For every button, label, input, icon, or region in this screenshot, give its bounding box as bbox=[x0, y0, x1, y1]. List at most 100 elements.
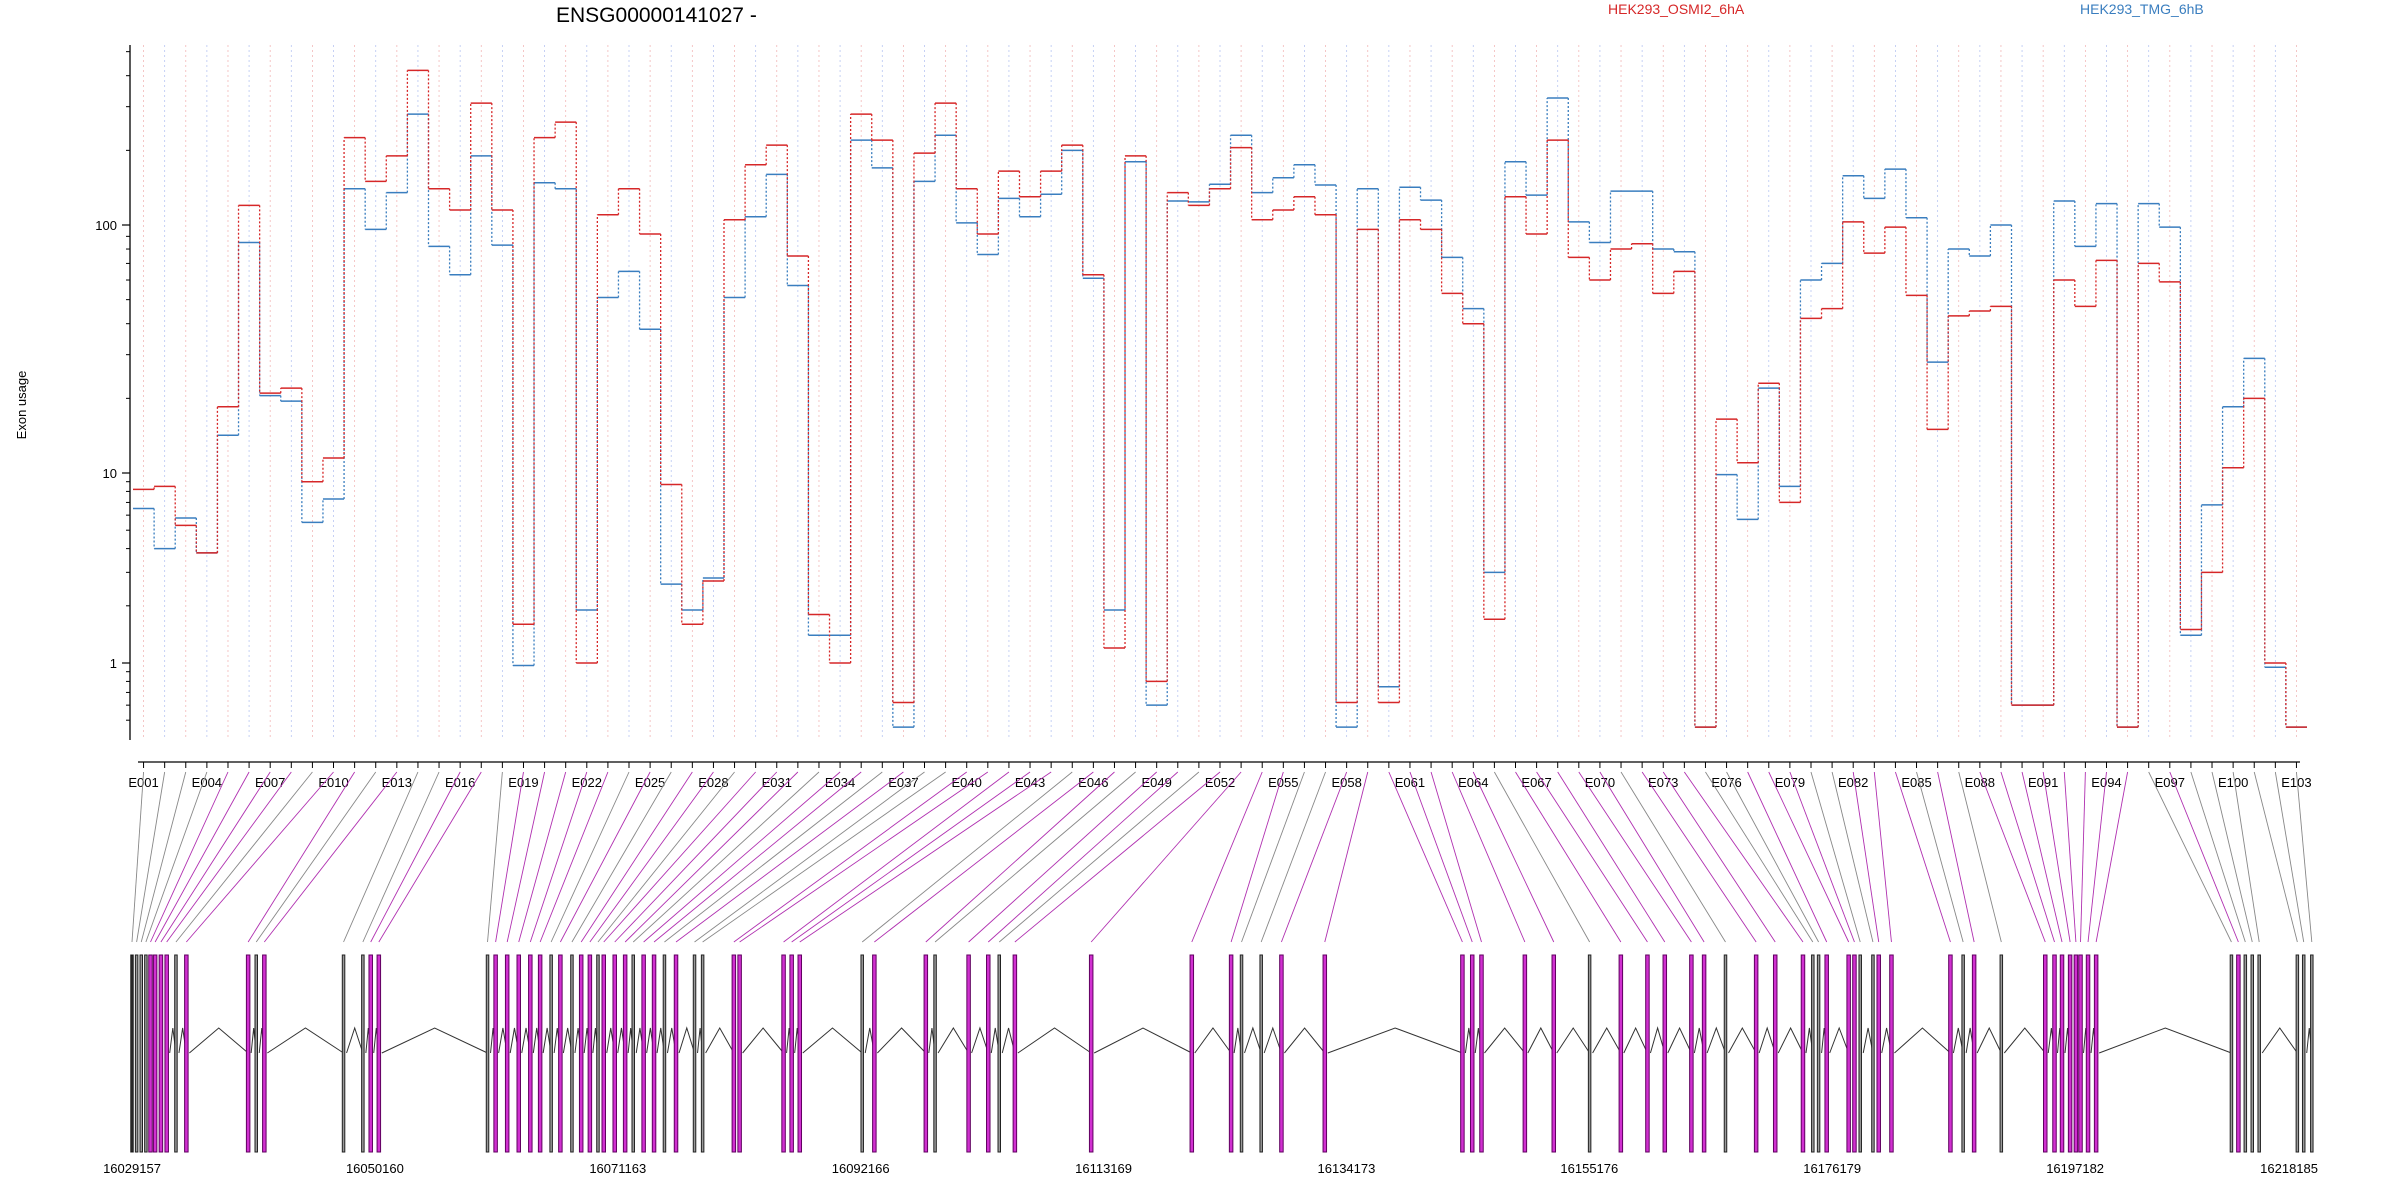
intron-line bbox=[1194, 1027, 1232, 1054]
intron-line bbox=[1623, 1026, 1648, 1054]
exon-box-e002 bbox=[134, 954, 139, 1153]
exon-box-e091 bbox=[2067, 954, 2073, 1153]
connector-e079 bbox=[1789, 771, 1855, 943]
exon-tick-label: E022 bbox=[572, 775, 602, 790]
intron-line bbox=[705, 1026, 735, 1054]
exon-tick-label: E070 bbox=[1585, 775, 1615, 790]
intron-line bbox=[1284, 1027, 1326, 1054]
exon-box-e083 bbox=[1889, 954, 1894, 1153]
exon-box-e085 bbox=[1961, 954, 1965, 1153]
connector-e034 bbox=[643, 771, 841, 943]
connector-e055 bbox=[1230, 771, 1284, 943]
intron-line bbox=[1327, 1027, 1463, 1054]
exon-box-e005 bbox=[148, 954, 153, 1153]
connector-e091 bbox=[2042, 771, 2071, 943]
exon-box-e078 bbox=[1846, 954, 1851, 1153]
exon-box-e008 bbox=[164, 954, 169, 1153]
exon-box-e037 bbox=[673, 954, 679, 1153]
exon-box-e007 bbox=[158, 954, 164, 1153]
exon-box-e050 bbox=[986, 954, 991, 1153]
exon-box-e089 bbox=[2052, 954, 2057, 1153]
exon-tick-label: E052 bbox=[1205, 775, 1235, 790]
intron-line bbox=[678, 1026, 696, 1054]
connector-e026 bbox=[571, 771, 672, 943]
intron-line bbox=[1556, 1027, 1591, 1054]
exon-box-e006 bbox=[152, 954, 158, 1153]
exon-box-e087 bbox=[1999, 954, 2004, 1153]
y-tick-label: 1 bbox=[110, 656, 117, 671]
connector-e018 bbox=[487, 771, 503, 943]
series-tmg bbox=[133, 97, 2307, 728]
exon-box-e067 bbox=[1645, 954, 1650, 1153]
exon-box-e056 bbox=[1239, 954, 1244, 1153]
intron-line bbox=[1244, 1026, 1262, 1054]
exon-box-e092 bbox=[2073, 954, 2079, 1153]
exon-box-e093 bbox=[2078, 954, 2083, 1153]
connector-e014 bbox=[343, 771, 419, 943]
exon-tick-label: E088 bbox=[1965, 775, 1995, 790]
connector-e027 bbox=[580, 771, 693, 943]
exon-box-e081 bbox=[1871, 954, 1875, 1153]
exon-box-e015 bbox=[361, 954, 365, 1153]
connector-e080 bbox=[1810, 771, 1861, 943]
exon-box-e063 bbox=[1522, 954, 1528, 1153]
exon-box-e009 bbox=[174, 954, 178, 1153]
exon-box-e049 bbox=[966, 954, 971, 1153]
exon-box-e066 bbox=[1618, 954, 1624, 1153]
connector-e050 bbox=[987, 771, 1179, 943]
connector-e059 bbox=[1324, 771, 1369, 943]
connector-e023 bbox=[539, 771, 609, 943]
exon-box-e043 bbox=[789, 954, 794, 1153]
exon-box-e059 bbox=[1322, 954, 1328, 1153]
exon-box-e016 bbox=[368, 954, 373, 1153]
exon-box-e090 bbox=[2059, 954, 2065, 1153]
exon-box-e039 bbox=[700, 954, 705, 1153]
connector-e019 bbox=[495, 771, 524, 943]
exon-tick-label: E001 bbox=[128, 775, 158, 790]
exon-box-e022 bbox=[528, 954, 533, 1153]
intron-line bbox=[1527, 1026, 1555, 1054]
exon-box-e018 bbox=[485, 954, 490, 1153]
connector-e101 bbox=[2253, 771, 2298, 943]
connector-e051 bbox=[998, 771, 1200, 943]
connector-e082 bbox=[1852, 771, 1880, 943]
exon-connectors bbox=[131, 771, 2313, 943]
connector-e070 bbox=[1599, 771, 1705, 943]
exon-axis: E001 E004 E007 E010 E013 E016 E019 E022 E025 E028… bbox=[128, 761, 2312, 790]
y-tick-label: 10 bbox=[103, 466, 117, 481]
connector-e010 bbox=[186, 771, 334, 943]
genomic-coord-label: 16029157 bbox=[103, 1161, 161, 1176]
exon-box-e084 bbox=[1948, 954, 1953, 1153]
exon-box-e074 bbox=[1800, 954, 1806, 1153]
intron-line bbox=[1894, 1027, 1951, 1054]
exon-tick-label: E034 bbox=[825, 775, 855, 790]
exon-box-e045 bbox=[860, 954, 864, 1153]
connector-e048 bbox=[934, 771, 1136, 943]
exon-tick-label: E082 bbox=[1838, 775, 1868, 790]
exon-box-e095 bbox=[2093, 954, 2099, 1153]
connector-e044 bbox=[799, 771, 1052, 943]
intron-line bbox=[189, 1027, 249, 1054]
exon-box-e021 bbox=[516, 954, 521, 1153]
exon-tick-label: E067 bbox=[1521, 775, 1551, 790]
connector-e086 bbox=[1937, 771, 1975, 943]
connector-e040 bbox=[733, 771, 967, 943]
connector-e098 bbox=[2190, 771, 2246, 943]
exon-tick-label: E025 bbox=[635, 775, 665, 790]
connector-e052 bbox=[1014, 771, 1221, 943]
exon-box-e004 bbox=[144, 954, 148, 1153]
connector-e065 bbox=[1493, 771, 1591, 943]
connector-e042 bbox=[783, 771, 1010, 943]
exon-box-e086 bbox=[1971, 954, 1977, 1153]
connector-e022 bbox=[529, 771, 588, 943]
connector-e012 bbox=[255, 771, 377, 943]
exon-box-e068 bbox=[1662, 954, 1668, 1153]
intron-line bbox=[1728, 1026, 1757, 1054]
connector-e087 bbox=[1958, 771, 2002, 943]
exon-box-e077 bbox=[1824, 954, 1829, 1153]
exon-tick-label: E061 bbox=[1395, 775, 1425, 790]
intron-line bbox=[267, 1027, 344, 1054]
exon-box-e030 bbox=[601, 954, 606, 1153]
exon-box-e041 bbox=[737, 954, 742, 1153]
